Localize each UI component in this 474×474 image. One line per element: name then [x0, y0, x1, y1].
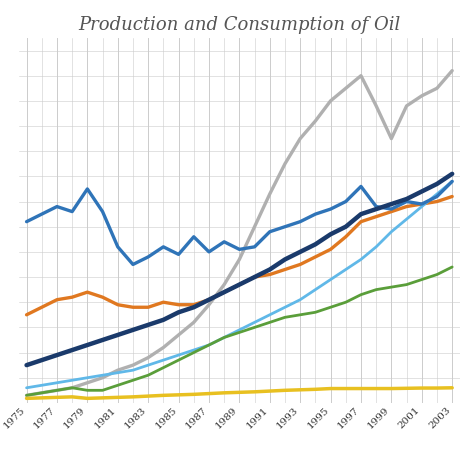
- Title: Production and Consumption of Oil: Production and Consumption of Oil: [78, 16, 401, 34]
